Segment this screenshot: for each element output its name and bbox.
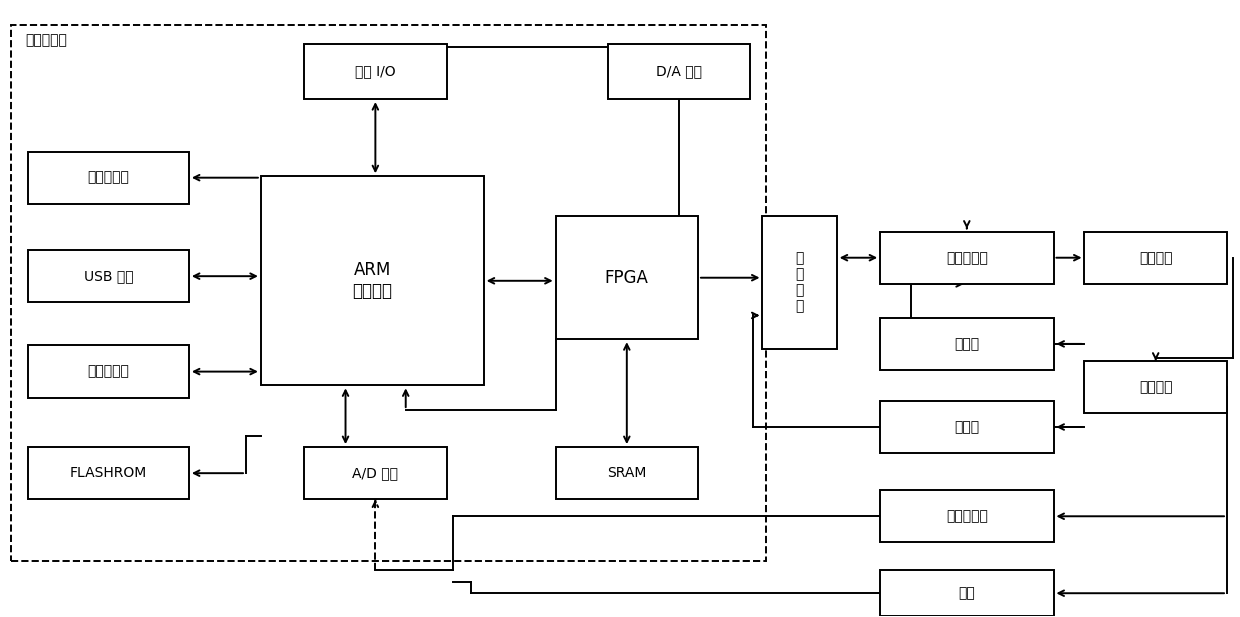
Text: D/A 接口: D/A 接口 xyxy=(656,65,702,78)
Text: 编码器: 编码器 xyxy=(955,337,980,351)
Text: ARM
微控制器: ARM 微控制器 xyxy=(352,262,392,300)
Bar xyxy=(556,447,698,499)
Text: 触摸屏接口: 触摸屏接口 xyxy=(88,171,129,184)
Text: 伺服驱动器: 伺服驱动器 xyxy=(946,251,988,265)
Text: 滚珠丝杠: 滚珠丝杠 xyxy=(1140,380,1173,394)
Text: SRAM: SRAM xyxy=(608,466,646,480)
Bar xyxy=(880,231,1054,284)
Bar xyxy=(29,447,188,499)
Bar xyxy=(608,44,750,99)
Text: 光栅尺: 光栅尺 xyxy=(955,420,980,434)
Text: 磁尺: 磁尺 xyxy=(959,586,975,600)
Text: FLASHROM: FLASHROM xyxy=(69,466,148,480)
Bar xyxy=(880,490,1054,542)
Bar xyxy=(880,401,1054,453)
Text: 数字 I/O: 数字 I/O xyxy=(355,65,396,78)
Bar xyxy=(260,176,484,386)
Bar xyxy=(763,216,837,349)
Bar xyxy=(1085,231,1226,284)
Bar xyxy=(880,570,1054,616)
Text: 专用控制器: 专用控制器 xyxy=(26,33,67,47)
Text: 以太网接口: 以太网接口 xyxy=(88,365,129,379)
Text: 伺
服
接
口: 伺 服 接 口 xyxy=(795,251,804,313)
Bar xyxy=(880,318,1054,370)
Bar xyxy=(11,25,766,561)
Bar xyxy=(304,447,446,499)
Text: 伺服电机: 伺服电机 xyxy=(1140,251,1173,265)
Bar xyxy=(29,346,188,398)
Bar xyxy=(29,250,188,302)
Text: FPGA: FPGA xyxy=(605,269,649,287)
Bar xyxy=(304,44,446,99)
Bar xyxy=(29,152,188,204)
Bar xyxy=(556,216,698,339)
Text: A/D 接口: A/D 接口 xyxy=(352,466,398,480)
Text: USB 接口: USB 接口 xyxy=(83,269,133,283)
Bar xyxy=(1085,361,1226,413)
Text: 压力传感器: 压力传感器 xyxy=(946,509,988,523)
